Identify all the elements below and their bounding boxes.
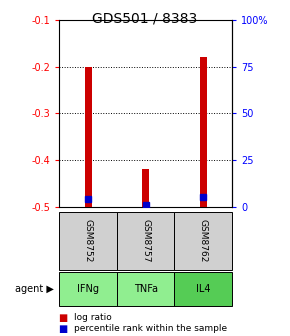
Bar bbox=[142, 169, 149, 207]
Text: ■: ■ bbox=[58, 312, 67, 323]
Text: log ratio: log ratio bbox=[74, 313, 112, 322]
Bar bbox=[85, 67, 92, 207]
Text: IFNg: IFNg bbox=[77, 284, 99, 294]
Text: agent ▶: agent ▶ bbox=[15, 284, 54, 294]
Text: GSM8757: GSM8757 bbox=[141, 219, 150, 263]
Text: GSM8762: GSM8762 bbox=[199, 219, 208, 263]
Text: GDS501 / 8383: GDS501 / 8383 bbox=[93, 12, 197, 26]
Text: IL4: IL4 bbox=[196, 284, 211, 294]
Text: percentile rank within the sample: percentile rank within the sample bbox=[74, 324, 227, 333]
Text: ■: ■ bbox=[58, 324, 67, 334]
Bar bbox=[200, 57, 207, 207]
Text: GSM8752: GSM8752 bbox=[84, 219, 93, 263]
Text: TNFa: TNFa bbox=[134, 284, 158, 294]
